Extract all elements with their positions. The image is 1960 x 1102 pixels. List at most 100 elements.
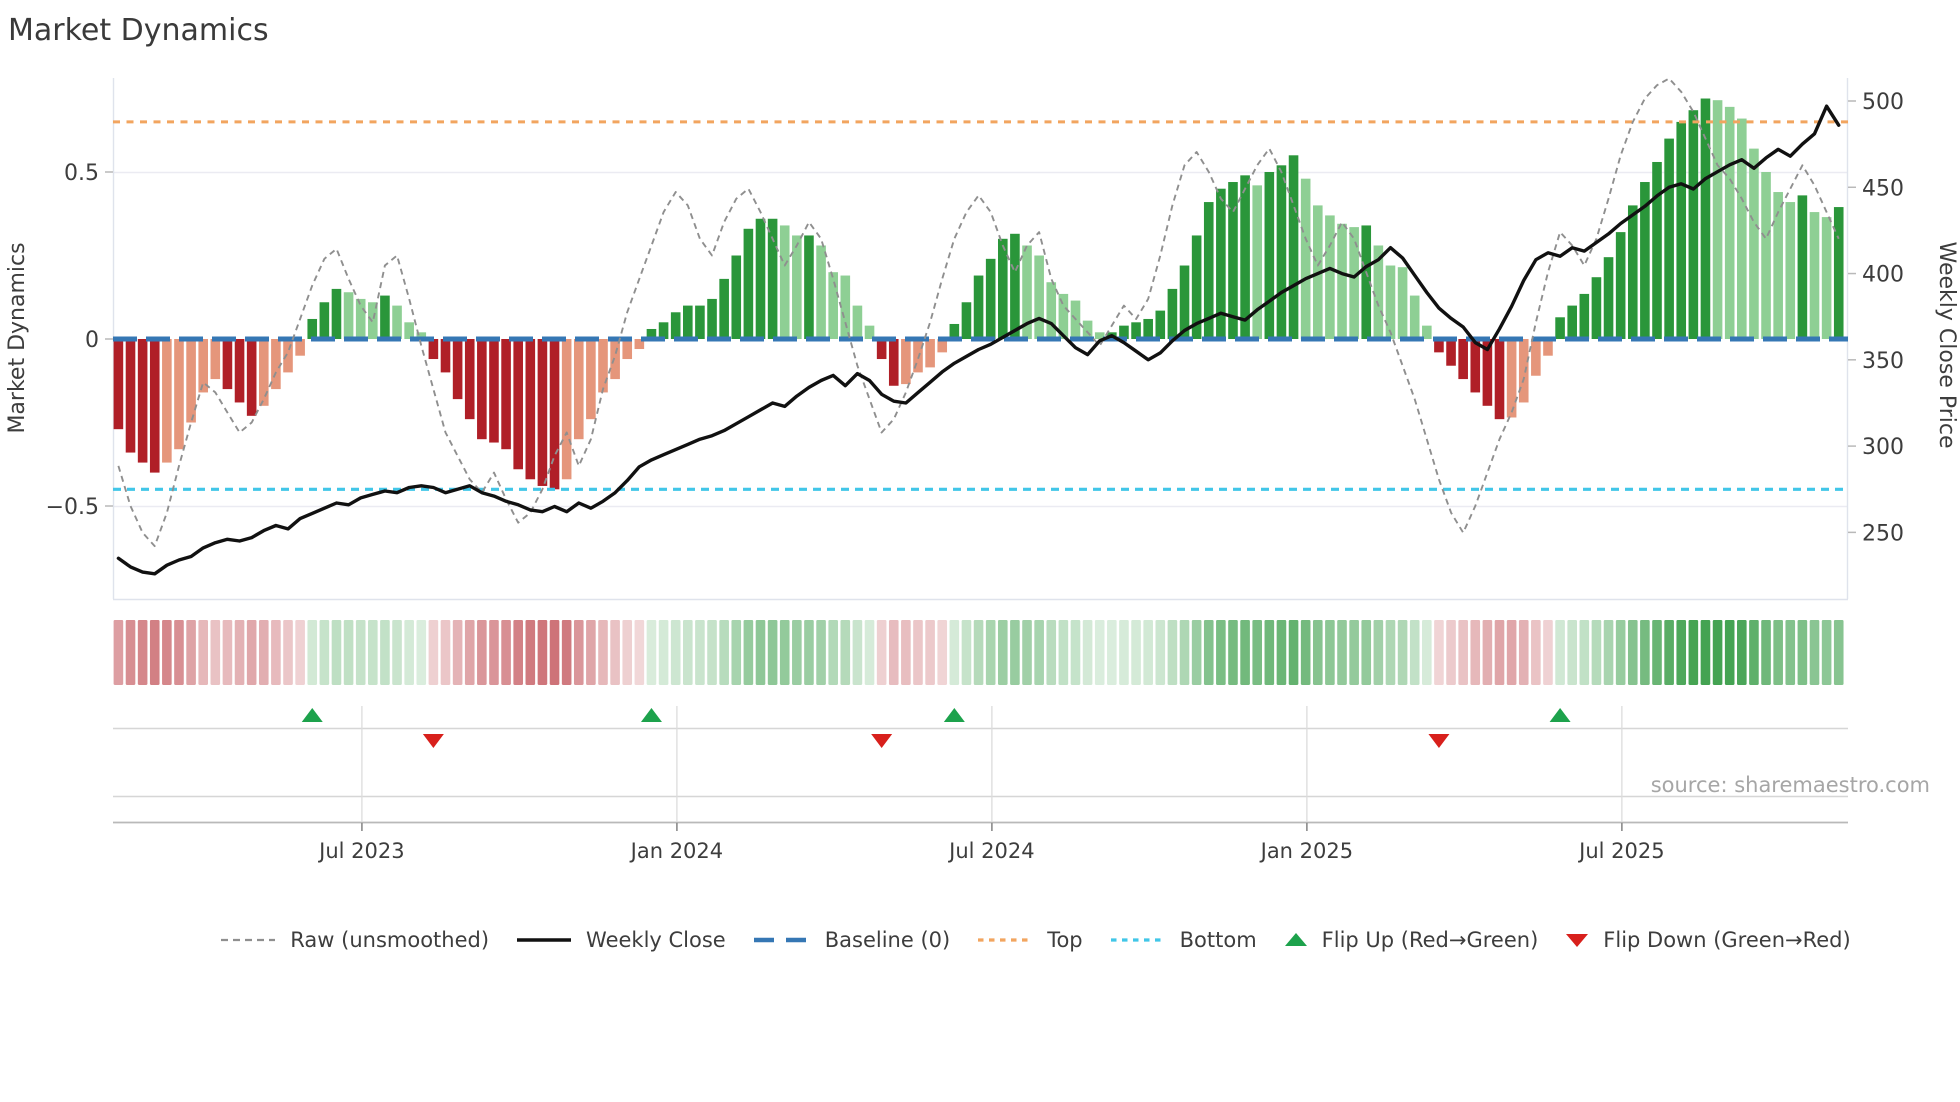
- oscillator-bar: [1022, 245, 1032, 339]
- heat-cell: [634, 620, 645, 685]
- oscillator-bar: [1143, 318, 1153, 339]
- gridlines: [112, 78, 1849, 601]
- oscillator-bar: [343, 292, 354, 339]
- heat-cell: [707, 620, 717, 685]
- flip-up-marker: [1549, 708, 1571, 722]
- oscillator-bar: [816, 245, 826, 339]
- heat-cell: [537, 620, 548, 685]
- heat-cell: [985, 620, 996, 685]
- oscillator-bar: [1785, 202, 1796, 339]
- oscillator-bar: [1591, 277, 1602, 339]
- heat-cell: [162, 620, 172, 685]
- oscillator-bar: [1409, 295, 1420, 339]
- oscillator-bar: [452, 339, 463, 400]
- oscillator-bar: [174, 339, 184, 450]
- oscillator-bar: [658, 322, 669, 339]
- oscillator-bar: [1264, 172, 1275, 339]
- heat-cell: [973, 620, 984, 685]
- oscillator-bar: [1119, 325, 1129, 339]
- x-tick-label: Jul 2023: [317, 839, 404, 863]
- heat-cell: [1458, 620, 1468, 685]
- oscillator-bar: [731, 255, 742, 339]
- oscillator-bar: [355, 298, 366, 339]
- heat-cell: [695, 620, 705, 685]
- oscillator-bar: [1821, 217, 1832, 339]
- oscillator-bar: [925, 339, 935, 368]
- right-tick-label: 250: [1862, 521, 1904, 546]
- heat-cell: [1591, 620, 1602, 685]
- oscillator-bar: [1216, 188, 1226, 339]
- oscillator-bar: [1749, 148, 1759, 339]
- oscillator-bar: [1167, 288, 1178, 339]
- oscillator-bar: [1458, 339, 1468, 380]
- oscillator-bar: [901, 339, 911, 385]
- heat-cell: [198, 620, 209, 685]
- heat-cell: [258, 620, 269, 685]
- heat-cell: [1203, 620, 1214, 685]
- heat-cell: [1228, 620, 1238, 685]
- oscillator-bar: [1434, 339, 1444, 353]
- oscillator-bar: [368, 302, 378, 339]
- legend-item-baseline: Baseline (0): [752, 928, 950, 952]
- oscillator-bar: [295, 339, 305, 356]
- oscillator-bar: [586, 339, 596, 420]
- heat-cell: [1361, 620, 1372, 685]
- heat-cell: [755, 620, 766, 685]
- reference-lines: [113, 120, 1848, 491]
- heat-cell: [610, 620, 620, 685]
- oscillator-bar: [598, 339, 608, 393]
- oscillator-bar: [949, 323, 960, 339]
- right-tick-label: 350: [1862, 349, 1904, 374]
- flip-down-marker: [871, 734, 893, 748]
- heat-cell: [113, 620, 124, 685]
- heat-cell: [404, 620, 414, 685]
- heat-cell: [1409, 620, 1420, 685]
- oscillator-bar: [1470, 339, 1481, 393]
- heat-cell: [525, 620, 536, 685]
- oscillator-bar: [1361, 225, 1372, 339]
- raw-polyline: [117, 77, 1840, 548]
- oscillator-bar: [707, 298, 717, 339]
- oscillator-bar: [779, 225, 790, 339]
- oscillator-bar: [1833, 207, 1844, 339]
- heat-cell: [1216, 620, 1226, 685]
- oscillator-bar: [525, 339, 536, 480]
- heat-cell: [1252, 620, 1263, 685]
- oscillator-bar: [1422, 325, 1432, 339]
- heat-cell: [1737, 620, 1747, 685]
- flip-down-marker: [422, 734, 444, 748]
- oscillator-bar: [1179, 265, 1190, 339]
- heat-cell: [1603, 620, 1614, 685]
- oscillator-bar: [271, 339, 281, 390]
- heat-cell: [174, 620, 184, 685]
- oscillator-bar: [234, 339, 245, 403]
- heat-cell: [1712, 620, 1723, 685]
- heat-cell: [658, 620, 669, 685]
- heat-cell: [876, 620, 887, 685]
- heat-cell: [1094, 620, 1105, 685]
- heat-cell: [840, 620, 851, 685]
- oscillator-bar: [113, 339, 124, 430]
- oscillator-bar: [1797, 195, 1808, 339]
- oscillator-bar: [331, 288, 342, 339]
- heat-cell: [1167, 620, 1178, 685]
- oscillator-bar: [1737, 118, 1747, 339]
- heat-cell: [1470, 620, 1481, 685]
- oscillator-bar: [1531, 339, 1541, 376]
- heat-cell: [925, 620, 935, 685]
- heat-cell: [1070, 620, 1081, 685]
- oscillator-bar: [1058, 293, 1069, 339]
- oscillator-bar: [634, 339, 645, 350]
- heat-cell: [1300, 620, 1311, 685]
- heat-cell: [767, 620, 778, 685]
- heat-cell: [1664, 620, 1674, 685]
- oscillator-bar: [1252, 185, 1263, 339]
- heat-cell: [1494, 620, 1505, 685]
- heat-cell: [1385, 620, 1396, 685]
- oscillator-bar: [283, 339, 293, 373]
- heat-cell: [731, 620, 742, 685]
- heat-cell: [1749, 620, 1759, 685]
- oscillator-bar: [1228, 182, 1238, 339]
- legend: Raw (unsmoothed) Weekly Close Baseline (…: [120, 916, 1950, 964]
